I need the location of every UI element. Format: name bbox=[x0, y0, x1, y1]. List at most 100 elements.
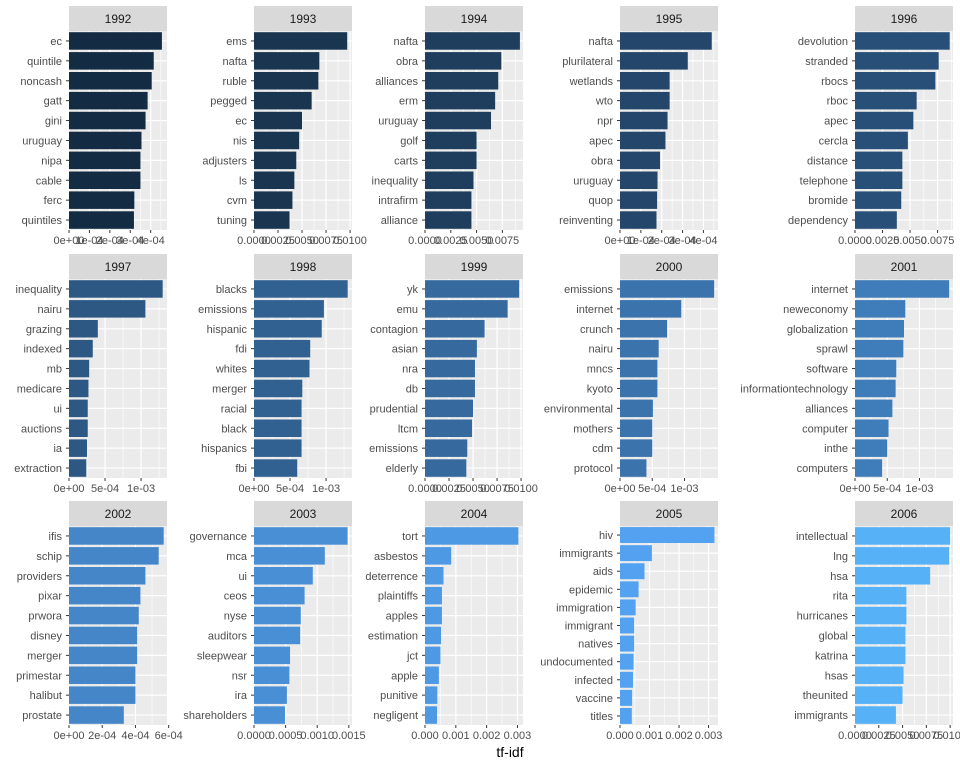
y-tick-label: alliance bbox=[381, 215, 418, 227]
bar-immigrants bbox=[620, 545, 652, 562]
x-tick-label: 1e-03 bbox=[670, 483, 698, 495]
y-tick-label: aids bbox=[593, 566, 614, 578]
y-tick-label: carts bbox=[394, 155, 418, 167]
y-tick-label: katrina bbox=[815, 650, 849, 662]
x-tick-label: 0.0100 bbox=[504, 483, 538, 495]
bar-whites bbox=[254, 359, 310, 378]
bar-ec bbox=[254, 111, 303, 130]
bar-nipa bbox=[69, 151, 141, 170]
y-tick-label: contagion bbox=[370, 324, 418, 336]
facet-panel-1998: 1998 blacks emissions hispanic fdi whites merg… bbox=[198, 254, 352, 495]
y-tick-label: fdi bbox=[235, 344, 247, 356]
y-tick-label: vaccine bbox=[576, 693, 613, 705]
y-tick-label: kyoto bbox=[587, 383, 613, 395]
y-tick-label: blacks bbox=[216, 284, 248, 296]
bar-lng bbox=[855, 547, 950, 565]
bar-auditors bbox=[254, 626, 301, 645]
bar-intellectual bbox=[855, 527, 951, 545]
facet-title: 2001 bbox=[891, 260, 918, 274]
y-tick-label: ec bbox=[235, 116, 247, 128]
facet-strip bbox=[620, 254, 718, 279]
y-tick-label: nipa bbox=[41, 155, 63, 167]
x-tick-label: 0.003 bbox=[504, 730, 532, 742]
y-tick-label: titles bbox=[590, 711, 613, 723]
bar-distance bbox=[855, 151, 903, 170]
y-tick-label: ira bbox=[235, 690, 248, 702]
y-tick-label: noncash bbox=[20, 76, 62, 88]
y-tick-label: schip bbox=[36, 551, 62, 563]
bar-nairu bbox=[69, 300, 146, 318]
facet-title: 1997 bbox=[105, 260, 132, 274]
bar-hsa bbox=[855, 566, 931, 585]
y-tick-label: mncs bbox=[587, 364, 614, 376]
x-tick-label: 0.0075 bbox=[486, 235, 520, 247]
facet-panel-1995: 1995 nafta plurilateral wetlands wto npr apec o… bbox=[559, 6, 718, 247]
facet-title: 1998 bbox=[290, 260, 317, 274]
bar-rboc bbox=[855, 91, 917, 110]
facet-strip bbox=[425, 254, 523, 279]
bar-providers bbox=[69, 566, 146, 585]
bar-governance bbox=[254, 527, 348, 545]
bar-hispanics bbox=[254, 439, 302, 457]
bar-titles bbox=[620, 707, 632, 724]
bar-grazing bbox=[69, 319, 98, 338]
facet-title: 2006 bbox=[891, 507, 918, 521]
bar-cdm bbox=[620, 439, 653, 457]
facet-title: 2005 bbox=[656, 507, 683, 521]
y-tick-label: ui bbox=[238, 571, 247, 583]
bar-internet bbox=[620, 300, 682, 318]
bar-ruble bbox=[254, 71, 319, 90]
bar-cvm bbox=[254, 191, 293, 209]
y-tick-label: apples bbox=[386, 611, 419, 623]
bar-theunited bbox=[855, 686, 903, 704]
bar-adjusters bbox=[254, 151, 297, 170]
y-tick-label: auditors bbox=[208, 630, 248, 642]
y-tick-label: rita bbox=[833, 591, 849, 603]
y-tick-label: providers bbox=[17, 571, 63, 583]
bar-primestar bbox=[69, 666, 136, 685]
x-tick-label: 0e+00 bbox=[840, 483, 871, 495]
bar-db bbox=[425, 379, 475, 398]
x-tick-label: 0e+00 bbox=[54, 483, 85, 495]
x-tick-label: 1e-04 bbox=[627, 235, 655, 247]
y-tick-label: nafta bbox=[394, 36, 419, 48]
x-tick-label: 0.002 bbox=[665, 730, 693, 742]
bar-tuning bbox=[254, 211, 290, 229]
x-tick-label: 1e-04 bbox=[75, 235, 103, 247]
facet-strip bbox=[855, 254, 953, 279]
y-tick-label: immigrants bbox=[559, 548, 613, 560]
bar-carts bbox=[425, 151, 477, 170]
facet-strip bbox=[254, 254, 352, 279]
bar-ia bbox=[69, 439, 88, 457]
bar-asian bbox=[425, 339, 477, 358]
bar-noncash bbox=[69, 71, 152, 90]
bar-nis bbox=[254, 131, 300, 150]
bar-quintile bbox=[69, 52, 154, 70]
facet-panel-1996: 1996 devolution stranded rbocs rboc apec cercl… bbox=[788, 6, 954, 247]
bar-environmental bbox=[620, 399, 653, 418]
y-tick-label: prudential bbox=[370, 403, 418, 415]
y-tick-label: emissions bbox=[198, 304, 247, 316]
y-tick-label: inequality bbox=[16, 284, 63, 296]
y-tick-label: pegged bbox=[210, 96, 247, 108]
y-tick-label: devolution bbox=[798, 36, 848, 48]
y-tick-label: software bbox=[806, 364, 848, 376]
y-tick-label: primestar bbox=[16, 670, 62, 682]
bar-apples bbox=[425, 606, 442, 625]
x-tick-label: 0.0010 bbox=[300, 730, 334, 742]
bar-fbi bbox=[254, 459, 298, 477]
bar-elderly bbox=[425, 459, 467, 477]
bar-stranded bbox=[855, 52, 939, 70]
bar-inthe bbox=[855, 439, 888, 457]
bar-apec bbox=[855, 111, 914, 130]
y-tick-label: uruguay bbox=[573, 175, 613, 187]
y-tick-label: immigrants bbox=[794, 710, 848, 722]
bar-schip bbox=[69, 547, 159, 565]
bar-prudential bbox=[425, 399, 474, 418]
x-tick-label: 2e-04 bbox=[648, 235, 676, 247]
bar-vaccine bbox=[620, 689, 633, 706]
bar-alliances bbox=[855, 399, 893, 418]
bar-emu bbox=[425, 300, 508, 318]
facet-panel-1994: 1994 nafta obra alliances erm uruguay golf cart… bbox=[372, 6, 523, 247]
bar-negligent bbox=[425, 706, 438, 724]
